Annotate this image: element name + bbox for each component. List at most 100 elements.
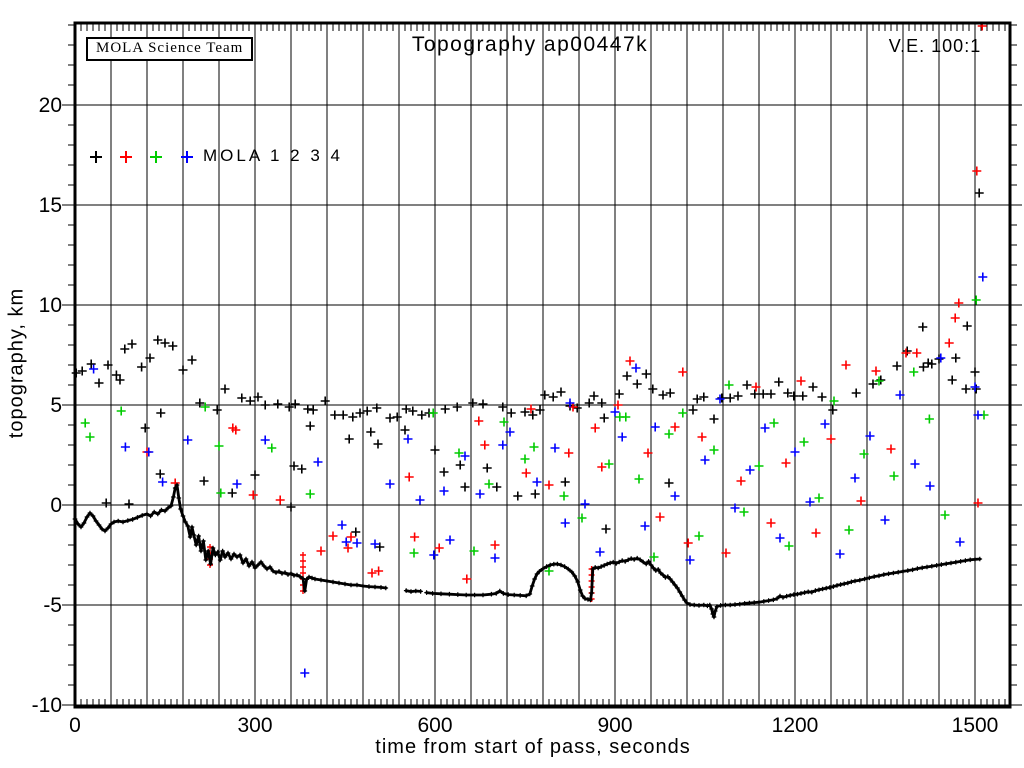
ground-profile-point: [905, 568, 911, 573]
ground-profile-point: [220, 548, 225, 554]
ground-profile-point: [831, 584, 836, 589]
scatter-point-mola-1: [220, 384, 230, 394]
scatter-point-mola-2: [781, 458, 791, 468]
ground-profile-point: [569, 569, 575, 575]
ground-profile-point: [300, 576, 306, 581]
ground-profile-point: [532, 576, 537, 582]
scatter-point-mola-1: [717, 393, 727, 403]
scatter-point-mola-4: [925, 481, 935, 491]
scatter-point-mola-4: [445, 535, 455, 545]
scatter-point-mola-2: [490, 540, 500, 550]
scatter-point-mola-3: [80, 418, 90, 428]
scatter-point-mola-1: [789, 391, 799, 401]
ground-profile-point: [135, 515, 140, 520]
ground-profile-point: [151, 509, 157, 515]
ground-profile-point: [174, 482, 180, 488]
scatter-point-mola-1: [373, 439, 383, 449]
scatter-point-mola-4: [415, 495, 425, 505]
scatter-point-mola-4: [970, 382, 980, 392]
scatter-point-mola-3: [214, 441, 224, 451]
scatter-point-mola-1: [400, 425, 410, 435]
scatter-point-mola-2: [643, 448, 653, 458]
scatter-point-mola-1: [641, 369, 651, 379]
scatter-point-mola-1: [918, 322, 928, 332]
scatter-point-mola-2: [856, 496, 866, 506]
scatter-point-mola-3: [739, 507, 749, 517]
ground-profile-point: [871, 574, 877, 579]
scatter-point-mola-1: [851, 388, 861, 398]
scatter-point-mola-1: [290, 399, 300, 409]
ground-profile-point: [934, 563, 939, 568]
scatter-point-mola-2: [912, 348, 922, 358]
scatter-point-mola-3: [604, 459, 614, 469]
legend-marker-mola-3: [150, 150, 162, 163]
scatter-point-mola-4: [498, 440, 508, 450]
ground-profile-point: [572, 573, 578, 579]
scatter-point-mola-1: [601, 524, 611, 534]
plus-icon: [150, 151, 162, 163]
scatter-point-mola-2: [972, 166, 982, 176]
scatter-point-mola-2: [811, 528, 821, 538]
scatter-point-mola-3: [305, 489, 315, 499]
scatter-point-mola-1: [927, 359, 937, 369]
ground-profile-point: [707, 602, 713, 608]
ground-profile-point: [727, 602, 733, 608]
scatter-point-mola-2: [275, 495, 285, 505]
scatter-point-mola-1: [572, 403, 582, 413]
scatter-point-mola-2: [678, 367, 688, 377]
scatter-point-mola-4: [820, 419, 830, 429]
x-tick-label: 900: [597, 714, 632, 737]
scatter-point-mola-3: [200, 402, 210, 412]
ground-profile-point: [588, 597, 593, 603]
ground-profile-point: [558, 562, 564, 568]
ground-profile-point: [780, 595, 786, 600]
scatter-point-mola-1: [589, 391, 599, 401]
ground-profile-point: [240, 560, 246, 566]
ground-profile-point: [910, 567, 915, 573]
scatter-point-mola-3: [844, 525, 854, 535]
ground-profile-point: [813, 588, 818, 593]
scatter-point-mola-3: [544, 566, 554, 576]
scatter-point-mola-4: [183, 435, 193, 445]
scatter-point-mola-1: [758, 389, 768, 399]
ground-profile-point: [270, 568, 276, 574]
scatter-point-mola-1: [808, 382, 818, 392]
science-team-watermark: MOLA Science Team: [86, 37, 254, 61]
scatter-point-mola-1: [111, 370, 121, 380]
x-tick-label: 1500: [952, 714, 999, 737]
scatter-point-mola-4: [352, 538, 362, 548]
ground-profile-point: [646, 559, 651, 564]
ground-profile-point: [330, 579, 336, 585]
ground-profile-point: [527, 591, 533, 597]
scatter-point-mola-2: [973, 498, 983, 508]
scatter-point-mola-1: [599, 413, 609, 423]
scatter-point-mola-2: [374, 566, 384, 576]
scatter-point-mola-1: [286, 502, 296, 512]
scatter-point-mola-2: [343, 543, 353, 553]
ground-profile-point: [967, 557, 973, 563]
ground-profile-point: [191, 532, 197, 538]
ground-profile-point: [267, 564, 273, 570]
scatter-point-mola-4: [700, 455, 710, 465]
ground-profile-point: [297, 574, 303, 579]
ground-profile-point: [120, 519, 126, 525]
ground-profile-point: [529, 583, 535, 589]
ground-profile-point: [273, 570, 279, 575]
scatter-point-mola-1: [560, 477, 570, 487]
scatter-point-mola-2: [721, 548, 731, 558]
scatter-point-mola-1: [115, 375, 125, 385]
ground-profile-point: [348, 582, 354, 588]
scatter-point-mola-1: [584, 398, 594, 408]
scatter-point-mola-3: [874, 376, 884, 386]
scatter-point-mola-1: [101, 498, 111, 508]
scatter-point-mola-4: [880, 515, 890, 525]
scatter-point-mola-1: [305, 421, 315, 431]
scatter-point-mola-4: [460, 451, 470, 461]
ground-profile-point: [732, 602, 738, 607]
ground-profile-point: [723, 602, 728, 608]
ground-profile-point: [312, 576, 318, 582]
scatter-point-mola-1: [94, 378, 104, 388]
scatter-point-mola-4: [490, 553, 500, 563]
scatter-point-mola-4: [565, 398, 575, 408]
